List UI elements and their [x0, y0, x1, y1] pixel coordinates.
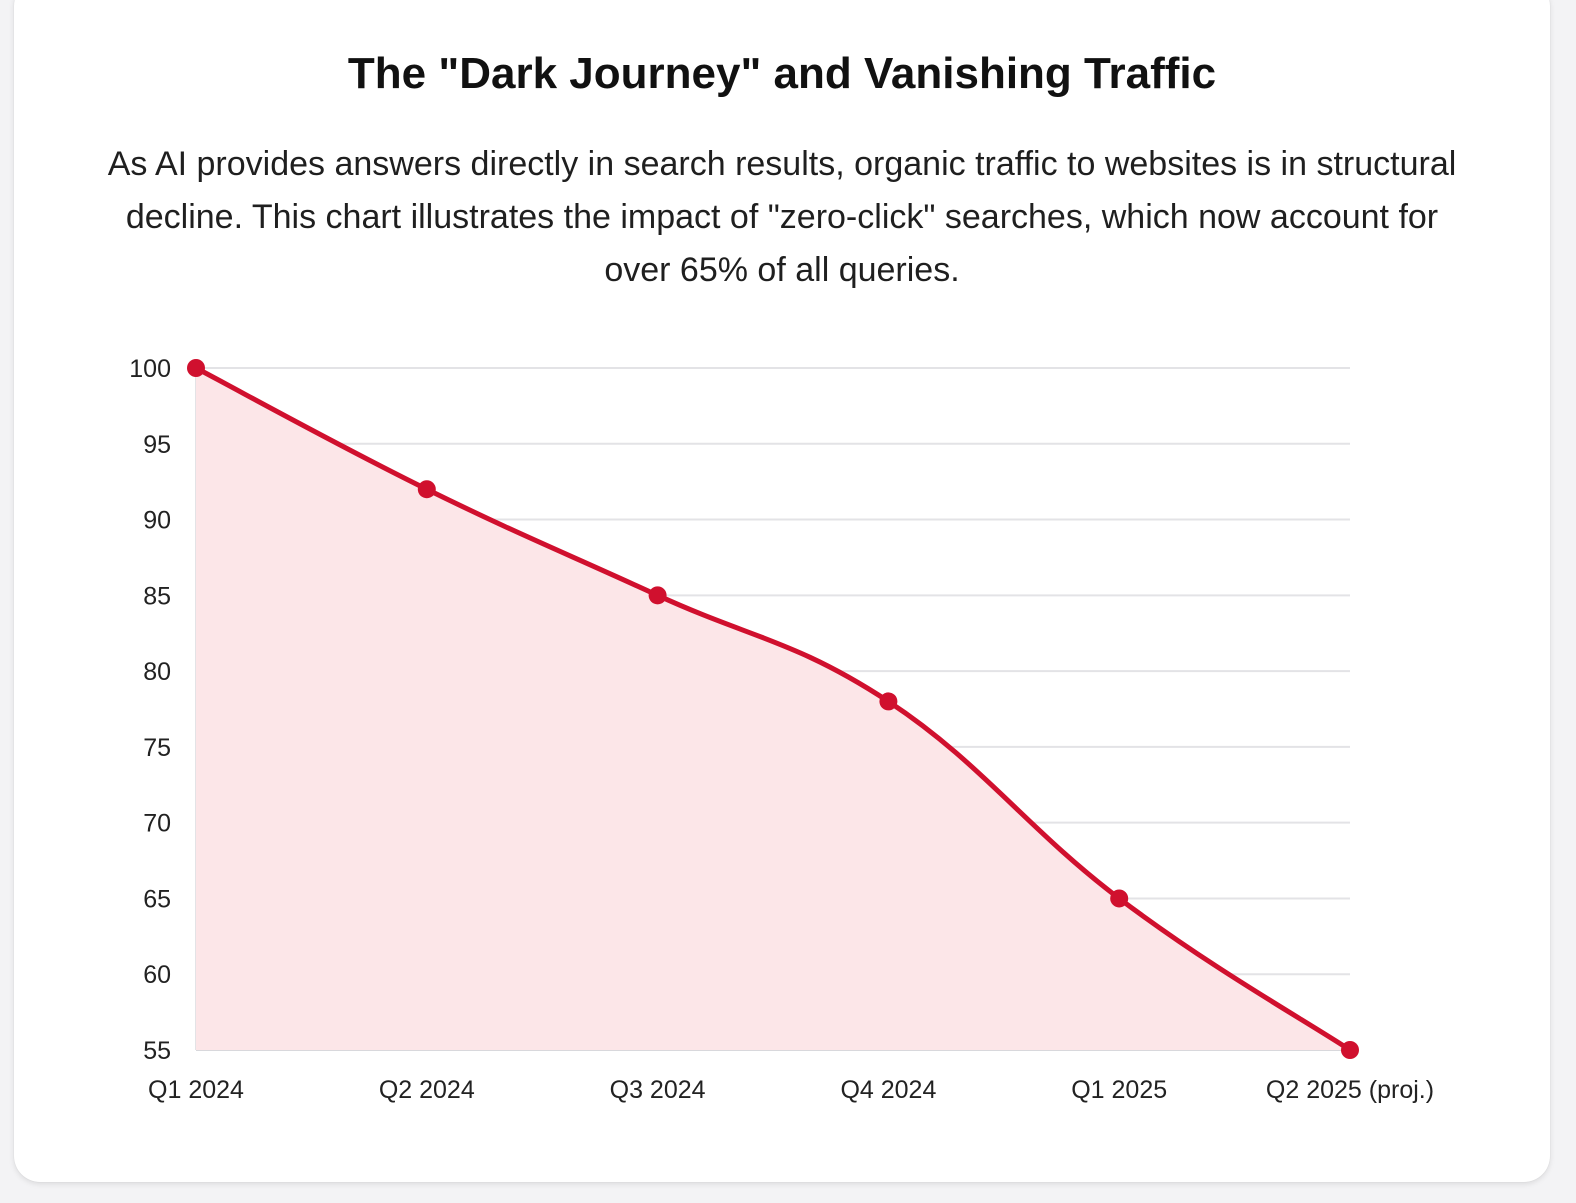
- y-tick-label: 100: [129, 355, 171, 383]
- y-tick-label: 60: [143, 961, 171, 989]
- point-layer: [187, 359, 1359, 1059]
- data-point-q1-2025[interactable]: [1110, 889, 1129, 908]
- data-point-q4-2024[interactable]: [879, 692, 898, 711]
- chart-subtitle: As AI provides answers directly in searc…: [107, 145, 1457, 289]
- y-tick-label: 95: [143, 431, 171, 459]
- y-tick-label: 85: [143, 582, 171, 610]
- area-layer: [196, 368, 1350, 1050]
- data-point-q2-2025-proj[interactable]: [1341, 1041, 1359, 1059]
- y-tick-label: 75: [143, 734, 171, 762]
- y-tick-label: 65: [143, 885, 171, 913]
- x-tick-label: Q2 2024: [379, 1076, 475, 1104]
- x-tick-label: Q3 2024: [610, 1076, 706, 1104]
- y-tick-label: 80: [143, 658, 171, 686]
- series-line: [193, 365, 1353, 1053]
- y-tick-label: 55: [143, 1037, 171, 1065]
- x-tick-label: Q2 2025 (proj.): [1266, 1076, 1434, 1104]
- line-layer: [193, 365, 1353, 1053]
- x-tick-label: Q4 2024: [840, 1076, 936, 1104]
- y-axis: 100 95 90 85 80 75 70 65 60 55: [129, 355, 171, 1065]
- data-point-q3-2024[interactable]: [648, 586, 667, 605]
- data-point-q1-2024[interactable]: [187, 359, 205, 377]
- x-tick-label: Q1 2025: [1071, 1076, 1167, 1104]
- series-area: [196, 368, 1350, 1050]
- data-point-q2-2024[interactable]: [417, 480, 436, 499]
- x-axis: Q1 2024 Q2 2024 Q3 2024 Q4 2024 Q1 2025 Q2 20…: [148, 1076, 1434, 1104]
- x-tick-label: Q1 2024: [148, 1076, 244, 1104]
- y-tick-label: 90: [143, 507, 171, 535]
- chart-title: The "Dark Journey" and Vanishing Traffic: [347, 49, 1217, 98]
- y-tick-label: 70: [143, 810, 171, 838]
